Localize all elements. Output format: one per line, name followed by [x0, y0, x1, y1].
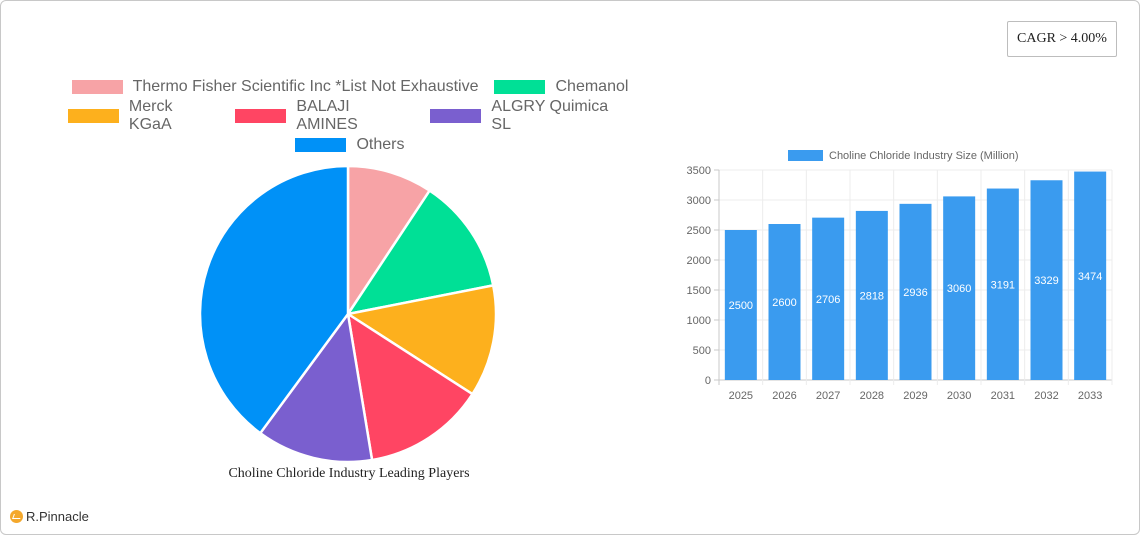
bar[interactable] [855, 210, 888, 380]
legend-item[interactable]: Thermo Fisher Scientific Inc *List Not E… [71, 77, 479, 96]
legend-label: Thermo Fisher Scientific Inc *List Not E… [132, 77, 479, 95]
cagr-badge: CAGR > 4.00% [1007, 21, 1117, 57]
bar-value-label: 3060 [947, 283, 971, 295]
y-tick-label: 3000 [687, 195, 711, 207]
x-tick-label: 2027 [816, 390, 840, 402]
x-tick-label: 2025 [729, 390, 753, 402]
bar[interactable] [943, 196, 976, 380]
x-tick-label: 2033 [1078, 390, 1102, 402]
pinnacle-logo-icon [10, 510, 23, 523]
brand-logo: R.Pinnacle [10, 509, 89, 524]
legend-label: Others [356, 135, 405, 153]
pie-slice[interactable] [344, 283, 498, 396]
bar[interactable] [812, 217, 845, 380]
legend-label: Merck KGaA [128, 97, 173, 133]
y-tick-label: 2000 [687, 255, 711, 267]
bar-value-label: 3474 [1078, 271, 1102, 283]
pie-legend: Thermo Fisher Scientific Inc *List Not E… [60, 72, 640, 159]
bar-value-label: 2936 [903, 287, 927, 299]
x-tick-label: 2030 [947, 390, 971, 402]
cagr-label: CAGR > 4.00% [1017, 31, 1107, 46]
pie-slice[interactable] [346, 311, 475, 462]
bar[interactable] [986, 188, 1019, 380]
legend-swatch [494, 79, 546, 94]
legend-row: Merck KGaA BALAJI AMINES ALGRY Quimica SL [60, 98, 640, 133]
legend-swatch [68, 108, 119, 123]
legend-row: Thermo Fisher Scientific Inc *List Not E… [60, 72, 640, 101]
bar-value-label: 2500 [729, 300, 753, 312]
y-tick-label: 500 [693, 345, 711, 357]
bar-value-label: 3329 [1034, 275, 1058, 287]
bar[interactable] [1030, 180, 1063, 380]
y-tick-label: 0 [705, 375, 711, 387]
legend-label: BALAJI AMINES [296, 97, 358, 133]
y-tick-label: 3500 [687, 165, 711, 177]
bar-legend-label: Choline Chloride Industry Size (Million) [829, 150, 1019, 162]
bar-value-label: 2818 [860, 290, 884, 302]
x-tick-label: 2029 [903, 390, 927, 402]
pie-chart-title: Choline Chloride Industry Leading Player… [228, 466, 470, 481]
bar[interactable] [1074, 171, 1107, 380]
legend-swatch [295, 137, 347, 152]
bar-value-label: 2706 [816, 294, 840, 306]
legend-label: Chemanol [555, 77, 629, 95]
bar[interactable] [768, 224, 801, 380]
brand-logo-text: R.Pinnacle [26, 509, 89, 524]
y-tick-label: 1500 [687, 285, 711, 297]
pie-chart [198, 164, 498, 464]
legend-item[interactable]: Chemanol [494, 78, 628, 96]
legend-item[interactable]: Merck KGaA [68, 98, 219, 134]
x-tick-label: 2028 [860, 390, 884, 402]
x-tick-label: 2031 [991, 390, 1015, 402]
legend-item[interactable]: BALAJI AMINES [235, 98, 414, 134]
legend-swatch [430, 108, 482, 123]
bar-chart: Choline Chloride Industry Size (Million)… [687, 150, 1113, 402]
bar-value-label: 2600 [772, 297, 796, 309]
legend-item[interactable]: Others [295, 135, 405, 154]
pie-slice[interactable] [258, 310, 374, 464]
legend-swatch [235, 108, 287, 123]
bar-legend-swatch [788, 150, 823, 161]
legend-label: ALGRY Quimica SL [491, 97, 609, 133]
y-tick-label: 2500 [687, 225, 711, 237]
legend-swatch [71, 79, 123, 94]
pie-slice[interactable] [345, 188, 495, 316]
bar-value-label: 3191 [991, 279, 1015, 291]
bar[interactable] [724, 230, 757, 380]
x-tick-label: 2032 [1034, 390, 1058, 402]
pie-slice[interactable] [346, 164, 432, 319]
legend-item[interactable]: ALGRY Quimica SL [430, 98, 632, 134]
bar[interactable] [899, 203, 932, 380]
pie-slice[interactable] [198, 164, 350, 435]
y-tick-label: 1000 [687, 315, 711, 327]
legend-row: Others [60, 130, 640, 159]
x-tick-label: 2026 [772, 390, 796, 402]
